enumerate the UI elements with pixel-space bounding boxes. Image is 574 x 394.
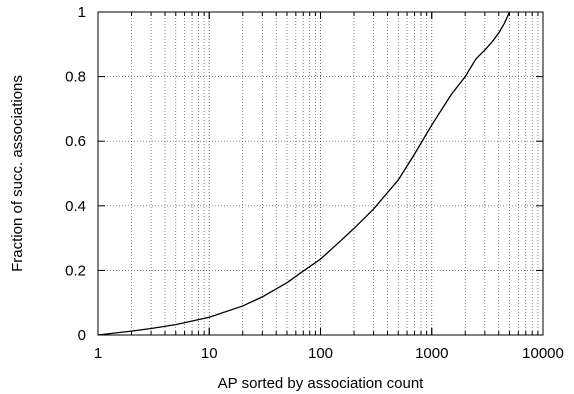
y-tick-label: 1 — [78, 4, 86, 21]
x-axis-label: AP sorted by association count — [218, 375, 425, 392]
x-tick-label: 10000 — [522, 345, 564, 362]
grid-lines — [98, 12, 543, 335]
y-axis-label: Fraction of succ. associations — [9, 75, 26, 272]
x-tick-label: 10 — [201, 345, 218, 362]
x-tick-label: 100 — [308, 345, 333, 362]
y-tick-label: 0.2 — [65, 262, 86, 279]
y-tick-label: 0.4 — [65, 198, 86, 215]
x-tick-label: 1 — [94, 345, 102, 362]
y-tick-label: 0.6 — [65, 133, 86, 150]
y-tick-label: 0.8 — [65, 69, 86, 86]
axis-ticks — [98, 12, 543, 335]
series-line — [97, 11, 511, 336]
x-tick-labels: 1 10 100 1000 10000 — [94, 345, 564, 362]
y-tick-label: 0 — [78, 327, 86, 344]
x-tick-label: 1000 — [415, 345, 448, 362]
y-tick-labels: 0 0.2 0.4 0.6 0.8 1 — [65, 4, 86, 344]
